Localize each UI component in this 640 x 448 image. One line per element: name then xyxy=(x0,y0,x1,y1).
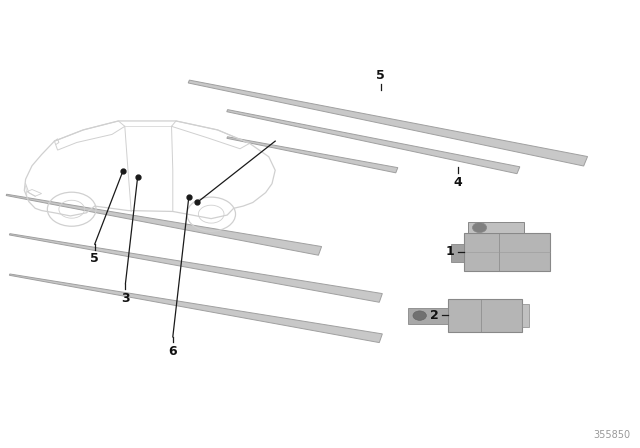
Text: 3: 3 xyxy=(121,292,130,305)
Text: 355850: 355850 xyxy=(593,430,630,440)
Text: 6: 6 xyxy=(168,345,177,358)
FancyBboxPatch shape xyxy=(522,304,529,327)
Polygon shape xyxy=(188,80,588,166)
Text: 5: 5 xyxy=(376,69,385,82)
Text: 1: 1 xyxy=(445,245,454,258)
Text: 4: 4 xyxy=(453,176,462,189)
FancyBboxPatch shape xyxy=(451,244,464,262)
Circle shape xyxy=(413,311,426,320)
FancyBboxPatch shape xyxy=(408,307,448,323)
Polygon shape xyxy=(10,274,382,343)
FancyBboxPatch shape xyxy=(448,299,522,332)
Polygon shape xyxy=(227,137,398,173)
Polygon shape xyxy=(10,234,382,302)
FancyBboxPatch shape xyxy=(468,222,525,233)
Text: 5: 5 xyxy=(90,252,99,265)
Polygon shape xyxy=(6,194,321,255)
Polygon shape xyxy=(227,110,520,174)
FancyBboxPatch shape xyxy=(464,233,550,271)
Circle shape xyxy=(472,223,486,233)
Text: 2: 2 xyxy=(429,309,438,322)
